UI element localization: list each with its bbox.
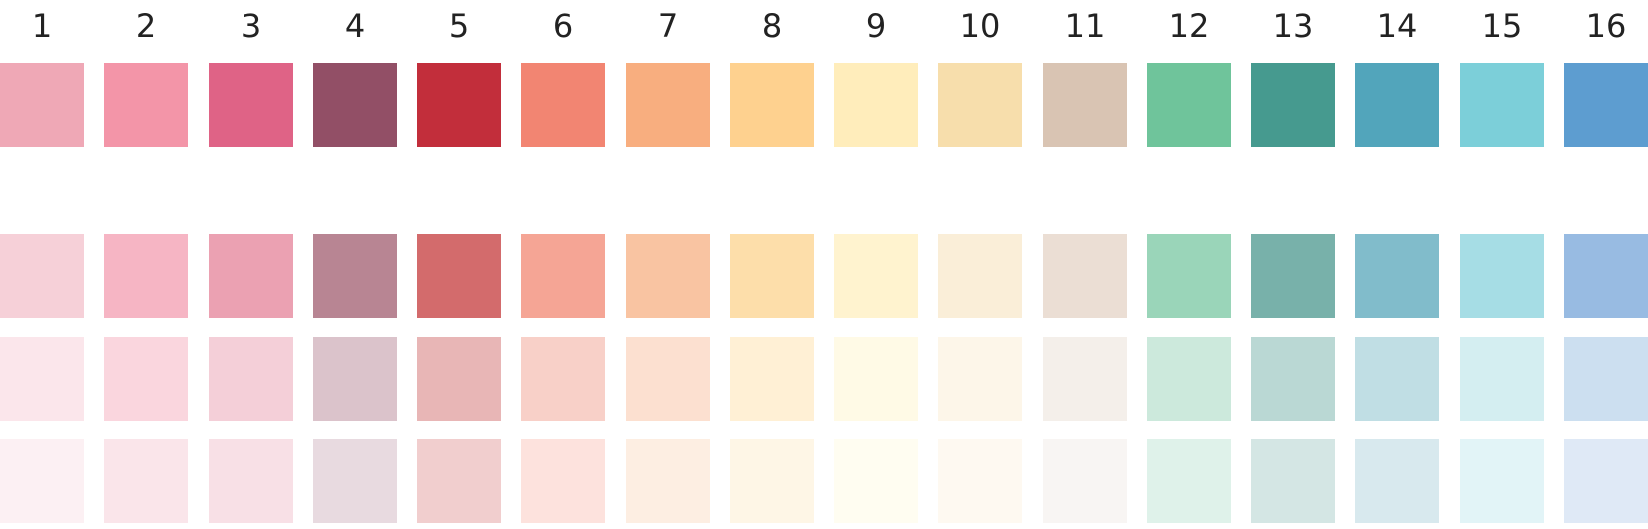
- column-label: 2: [135, 7, 157, 45]
- column-label: 1: [31, 7, 53, 45]
- column-label: 15: [1481, 7, 1523, 45]
- column-label: 9: [865, 7, 887, 45]
- color-swatch: [0, 63, 84, 147]
- color-swatch: [0, 439, 84, 523]
- color-swatch: [834, 63, 918, 147]
- column-label: 16: [1585, 7, 1627, 45]
- color-swatch: [1147, 439, 1231, 523]
- color-swatch: [1043, 337, 1127, 421]
- color-swatch: [730, 337, 814, 421]
- color-swatch: [1355, 439, 1439, 523]
- color-swatch: [626, 337, 710, 421]
- column-label: 10: [959, 7, 1001, 45]
- color-swatch: [104, 234, 188, 318]
- color-swatch: [417, 337, 501, 421]
- column-label: 4: [344, 7, 366, 45]
- column-label: 11: [1064, 7, 1106, 45]
- color-swatch: [313, 63, 397, 147]
- color-swatch: [209, 337, 293, 421]
- color-swatch: [417, 234, 501, 318]
- color-swatch: [1355, 337, 1439, 421]
- color-swatch: [417, 439, 501, 523]
- color-swatch: [1251, 63, 1335, 147]
- color-swatch: [1043, 63, 1127, 147]
- color-swatch: [834, 439, 918, 523]
- color-swatch: [730, 63, 814, 147]
- color-swatch: [1355, 63, 1439, 147]
- color-swatch: [730, 439, 814, 523]
- color-swatch: [209, 63, 293, 147]
- color-swatch: [1460, 63, 1544, 147]
- color-swatch: [209, 234, 293, 318]
- column-label: 8: [761, 7, 783, 45]
- color-swatch: [521, 63, 605, 147]
- color-swatch: [521, 234, 605, 318]
- color-swatch: [313, 234, 397, 318]
- column-label: 12: [1168, 7, 1210, 45]
- color-swatch: [1043, 439, 1127, 523]
- color-swatch: [104, 439, 188, 523]
- color-swatch: [938, 234, 1022, 318]
- color-swatch: [626, 234, 710, 318]
- color-swatch: [1147, 234, 1231, 318]
- color-swatch: [1564, 439, 1648, 523]
- color-swatch: [1564, 337, 1648, 421]
- color-swatch: [521, 439, 605, 523]
- color-swatch: [834, 337, 918, 421]
- color-swatch: [209, 439, 293, 523]
- color-swatch: [0, 337, 84, 421]
- column-label: 7: [657, 7, 679, 45]
- color-swatch: [104, 337, 188, 421]
- column-label: 6: [552, 7, 574, 45]
- color-swatch: [938, 63, 1022, 147]
- color-swatch: [1460, 234, 1544, 318]
- color-swatch: [1460, 439, 1544, 523]
- color-swatch: [1355, 234, 1439, 318]
- color-swatch: [313, 337, 397, 421]
- color-swatch: [1460, 337, 1544, 421]
- color-swatch: [417, 63, 501, 147]
- color-swatch: [730, 234, 814, 318]
- color-swatch: [626, 439, 710, 523]
- color-swatch: [104, 63, 188, 147]
- color-swatch: [1564, 234, 1648, 318]
- color-swatch: [0, 234, 84, 318]
- color-swatch: [1251, 439, 1335, 523]
- color-swatch: [938, 439, 1022, 523]
- color-swatch: [1147, 63, 1231, 147]
- color-swatch: [1147, 337, 1231, 421]
- column-label: 5: [448, 7, 470, 45]
- column-label: 13: [1272, 7, 1314, 45]
- color-swatch: [1564, 63, 1648, 147]
- color-swatch: [626, 63, 710, 147]
- color-swatch: [834, 234, 918, 318]
- color-swatch: [521, 337, 605, 421]
- column-label: 14: [1376, 7, 1418, 45]
- color-swatch: [1043, 234, 1127, 318]
- column-label: 3: [240, 7, 262, 45]
- color-swatch: [1251, 337, 1335, 421]
- color-swatch: [938, 337, 1022, 421]
- color-swatch: [313, 439, 397, 523]
- color-swatch: [1251, 234, 1335, 318]
